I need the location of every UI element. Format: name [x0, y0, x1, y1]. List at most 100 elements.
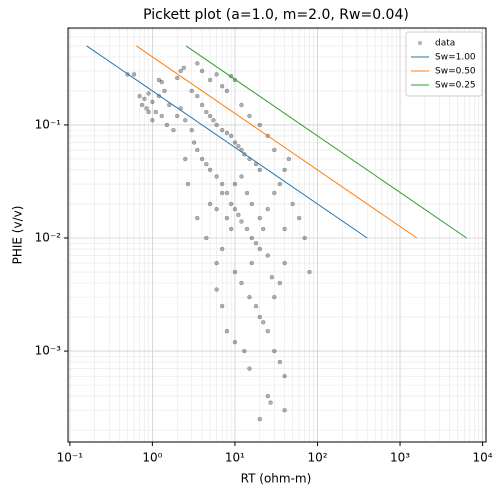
data-point [142, 96, 147, 102]
y-tick-label: 10⁻³ [35, 344, 62, 358]
data-point [214, 287, 219, 292]
data-point [159, 79, 165, 85]
data-point [257, 215, 263, 221]
data-point [272, 348, 277, 354]
data-point [191, 140, 197, 145]
data-point [265, 206, 271, 212]
data-point [249, 201, 255, 207]
data-point [228, 226, 234, 232]
data-point [207, 167, 213, 173]
data-point [189, 88, 195, 94]
data-point [199, 68, 205, 74]
data-point [174, 75, 180, 81]
data-point [219, 127, 225, 133]
data-point [232, 339, 238, 345]
data-point [214, 260, 219, 266]
data-point [214, 174, 219, 179]
y-tick-label: 10⁻² [35, 231, 62, 245]
data-point [272, 147, 277, 153]
line [185, 45, 467, 239]
data-point [139, 102, 145, 108]
data-point [247, 294, 252, 300]
data-point [204, 109, 209, 115]
legend-label: Sw=0.25 [435, 81, 476, 91]
data-point [277, 359, 283, 365]
data-point [181, 65, 187, 71]
data-point [199, 102, 205, 108]
data-point [214, 206, 219, 212]
data-point [282, 407, 287, 413]
data-point [247, 113, 252, 119]
data-point [150, 99, 155, 105]
data-point [239, 219, 244, 224]
data-point [277, 280, 283, 286]
data-point [182, 156, 188, 162]
data-point [219, 246, 225, 252]
data-point [249, 235, 255, 241]
data-point [269, 274, 275, 280]
data-point [153, 109, 159, 115]
data-point [296, 215, 302, 221]
data-point [239, 102, 244, 108]
data-point [207, 201, 213, 207]
data-point [207, 77, 213, 83]
data-point [242, 348, 247, 354]
x-tick-label: 10³ [390, 451, 410, 465]
x-tick-label: 10⁻¹ [57, 451, 84, 465]
data-point [150, 118, 155, 123]
data-point [162, 88, 167, 94]
data-point [232, 181, 238, 187]
legend-label: data [435, 39, 455, 49]
data-point [195, 147, 200, 153]
data-point [144, 106, 149, 111]
data-point [214, 122, 219, 128]
data-point [219, 181, 225, 187]
data-point [247, 366, 252, 371]
data-point [257, 314, 263, 320]
data-point [204, 161, 209, 167]
data-point [199, 156, 205, 162]
legend-marker [418, 41, 422, 45]
data-point [204, 235, 209, 241]
x-tick-label: 10¹ [225, 451, 245, 465]
data-point [195, 61, 200, 66]
data-point [265, 393, 271, 399]
data-point [290, 201, 295, 207]
line [136, 45, 418, 239]
data-point [146, 109, 151, 115]
chart-title: Pickett plot (a=1.0, m=2.0, Rw=0.04) [143, 7, 409, 23]
data-point [131, 72, 137, 77]
legend-label: Sw=1.00 [435, 53, 476, 63]
data-point [239, 280, 244, 286]
data-point [286, 156, 292, 162]
data-point [257, 122, 263, 128]
data-point [277, 181, 283, 187]
data-point [214, 72, 219, 77]
data-point [156, 77, 162, 83]
data-point [171, 127, 176, 133]
data-point [219, 303, 225, 309]
data-point [282, 226, 287, 232]
data-point [164, 122, 170, 128]
data-point [207, 113, 213, 119]
data-point [224, 130, 230, 136]
data-point [236, 212, 241, 218]
data-point [182, 118, 188, 123]
data-point [268, 400, 273, 405]
data-point [224, 215, 230, 221]
data-point [260, 319, 266, 325]
data-point [282, 260, 287, 266]
line [86, 45, 368, 239]
data-point [178, 68, 183, 74]
data-point [302, 235, 307, 241]
legend-label: Sw=0.50 [435, 67, 476, 77]
data-point [272, 294, 277, 300]
data-point [137, 93, 142, 99]
data-point [260, 226, 266, 232]
y-tick-label: 10⁻¹ [35, 117, 62, 131]
data-point [228, 201, 234, 207]
data-point [195, 215, 200, 221]
data-point [174, 113, 180, 119]
data-point [282, 167, 287, 173]
